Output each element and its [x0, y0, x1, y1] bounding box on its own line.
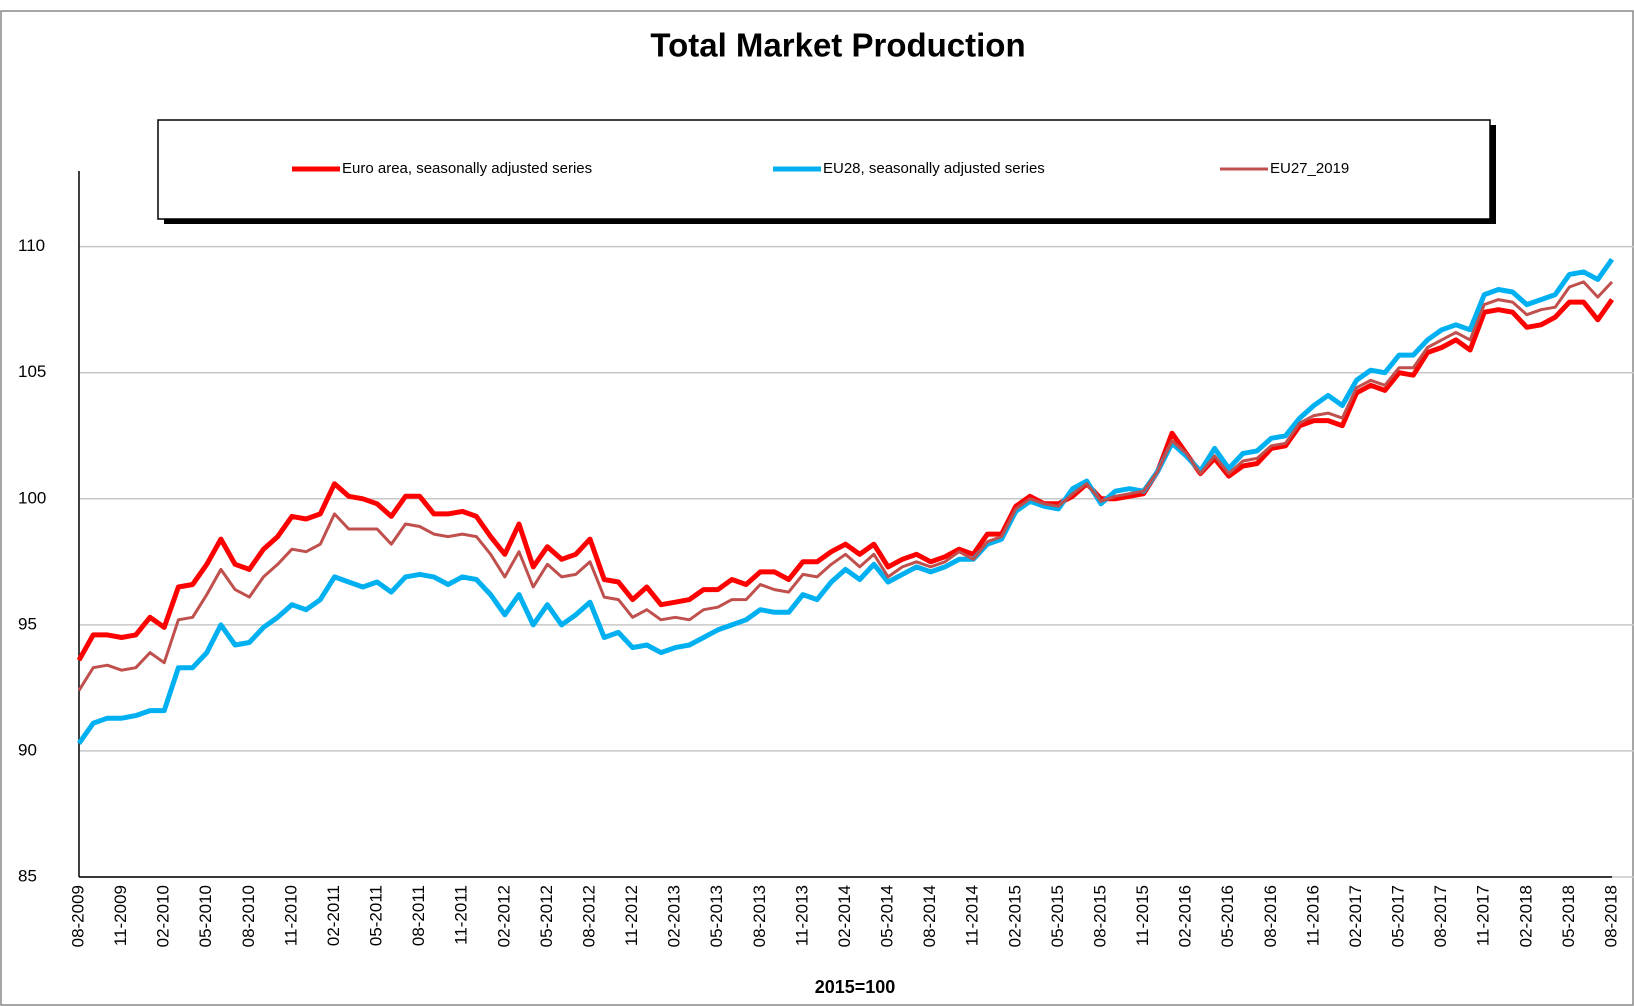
- series-line: [77, 280, 1614, 692]
- y-tick-label: 90: [18, 740, 37, 759]
- x-tick-label: 02-2012: [494, 885, 513, 947]
- x-tick-label: 11-2011: [452, 885, 471, 945]
- x-tick-label: 08-2018: [1601, 885, 1620, 947]
- x-axis-label: 2015=100: [815, 977, 896, 997]
- x-tick-label: 05-2016: [1218, 885, 1237, 947]
- x-tick-label: 11-2013: [792, 885, 811, 946]
- series-line: [76, 298, 1615, 662]
- x-tick-label: 05-2012: [537, 885, 556, 947]
- x-tick-label: 02-2014: [835, 885, 854, 947]
- x-tick-label: 02-2015: [1005, 885, 1024, 947]
- x-tick-label: 05-2014: [878, 885, 897, 947]
- x-tick-label: 05-2015: [1048, 885, 1067, 947]
- x-tick-label: 08-2017: [1431, 885, 1450, 947]
- legend-label: EU28, seasonally adjusted series: [823, 160, 1045, 177]
- legend-label: EU27_2019: [1270, 160, 1349, 177]
- x-tick-label: 02-2018: [1516, 885, 1535, 947]
- x-tick-label: 05-2013: [707, 885, 726, 947]
- x-tick-label: 02-2013: [665, 885, 684, 947]
- legend-label: Euro area, seasonally adjusted series: [342, 160, 592, 177]
- y-tick-label: 95: [18, 614, 37, 633]
- x-tick-label: 05-2011: [367, 885, 386, 946]
- x-tick-label: 08-2010: [239, 885, 258, 947]
- x-tick-label: 11-2015: [1133, 885, 1152, 946]
- x-tick-label: 05-2010: [196, 885, 215, 947]
- x-tick-label: 08-2011: [409, 885, 428, 946]
- x-tick-label: 02-2010: [154, 885, 173, 947]
- y-tick-label: 85: [18, 866, 37, 885]
- x-tick-label: 11-2016: [1303, 885, 1322, 946]
- x-tick-label: 05-2018: [1559, 885, 1578, 947]
- x-tick-label: 08-2015: [1090, 885, 1109, 947]
- x-tick-label: 11-2014: [963, 885, 982, 946]
- chart-title: Total Market Production: [650, 27, 1025, 64]
- x-tick-label: 11-2009: [111, 885, 130, 946]
- x-tick-label: 05-2017: [1389, 885, 1408, 947]
- x-tick-label: 08-2012: [579, 885, 598, 947]
- x-tick-label: 02-2016: [1176, 885, 1195, 947]
- x-tick-label: 02-2011: [324, 885, 343, 946]
- x-tick-label: 02-2017: [1346, 885, 1365, 947]
- series-line: [76, 257, 1615, 745]
- x-tick-label: 11-2017: [1474, 885, 1493, 946]
- y-tick-label: 110: [18, 236, 45, 255]
- x-tick-label: 11-2012: [622, 885, 641, 946]
- x-tick-label: 11-2010: [281, 885, 300, 946]
- x-tick-label: 08-2013: [750, 885, 769, 947]
- y-tick-label: 100: [18, 488, 46, 507]
- chart-border: [0, 10, 1634, 1006]
- y-tick-label: 105: [18, 362, 46, 381]
- x-tick-label: 08-2016: [1261, 885, 1280, 947]
- x-tick-label: 08-2009: [68, 885, 87, 947]
- x-tick-label: 08-2014: [920, 885, 939, 947]
